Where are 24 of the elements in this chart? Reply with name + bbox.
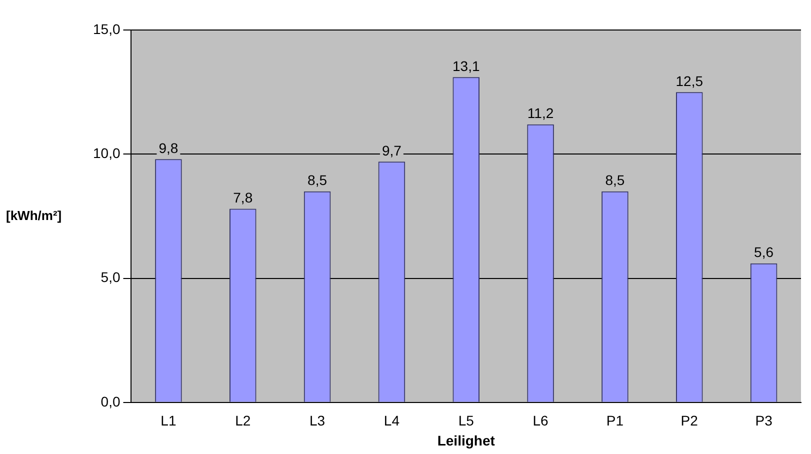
x-tick-label: L3 bbox=[310, 412, 326, 429]
x-tick-label: P1 bbox=[606, 412, 624, 429]
data-label: 8,5 bbox=[308, 172, 328, 188]
y-tick-label: 0,0 bbox=[100, 393, 120, 410]
data-label: 9,7 bbox=[382, 142, 402, 158]
x-axis-title: Leilighet bbox=[437, 432, 496, 448]
data-label: 5,6 bbox=[754, 244, 774, 260]
x-tick-label: L1 bbox=[160, 412, 176, 429]
data-label: 11,2 bbox=[527, 105, 554, 122]
data-label: 7,8 bbox=[233, 190, 253, 206]
x-tick-label: L6 bbox=[532, 412, 549, 429]
data-label: 9,8 bbox=[158, 140, 178, 156]
x-tick-label: P2 bbox=[680, 412, 698, 429]
data-label: 12,5 bbox=[676, 72, 704, 89]
data-label: 8,5 bbox=[605, 172, 625, 188]
y-tick-label: 10,0 bbox=[93, 144, 120, 161]
x-tick-label: L2 bbox=[235, 412, 251, 429]
y-axis-title: [kWh/m²] bbox=[6, 208, 62, 223]
x-tick-label: L4 bbox=[384, 412, 400, 429]
x-tick-label: L5 bbox=[458, 412, 474, 429]
data-label: 13,1 bbox=[452, 58, 480, 74]
y-tick-label: 5,0 bbox=[100, 269, 120, 286]
y-tick-label: 15,0 bbox=[93, 20, 120, 37]
x-tick-label: P3 bbox=[755, 412, 773, 429]
